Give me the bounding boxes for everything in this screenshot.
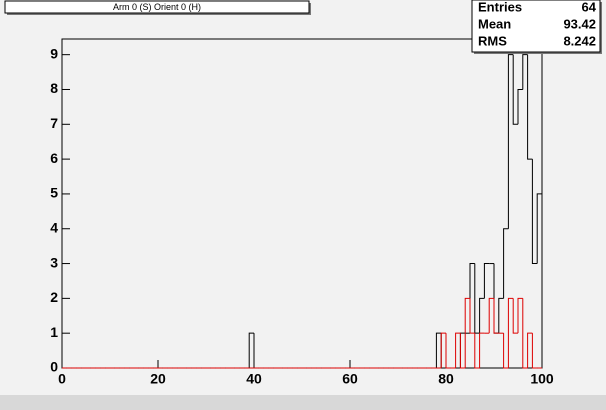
histogram-step [469,263,475,334]
plot-area: 0 1 2 3 4 5 6 7 8 9 0 20 40 60 80 100 [50,38,554,387]
histogram-step [445,333,451,369]
y-tick-label: 9 [50,45,58,61]
y-tick-label: 0 [50,359,58,375]
window-border [0,395,606,410]
stats-label: RMS [478,33,507,48]
y-tick-label: 1 [50,324,58,340]
x-tick-label: 0 [58,371,66,387]
y-tick-label: 5 [50,185,58,201]
histogram-step [493,263,499,334]
histogram-step [507,297,514,368]
stats-value: 8.242 [563,33,596,48]
histogram-step [459,333,466,369]
y-tick-label: 4 [50,219,58,235]
histogram-step [536,193,543,368]
histogram-step [522,54,528,90]
histogram-step [464,297,470,368]
y-tick-label: 7 [50,115,58,131]
histogram-step [253,333,259,369]
histogram-step [469,298,475,334]
y-tick-label: 2 [50,289,58,305]
histogram-step [455,332,461,368]
histogram-step [474,333,480,369]
stats-box: Entries 64 Mean 93.42 RMS 8.242 [471,0,602,54]
histogram-step [503,228,509,299]
histogram-step [440,332,446,368]
chart-title: Arm 0 (S) Orient 0 (H) [113,2,201,12]
histogram-step [531,159,538,265]
histogram-step [493,298,499,334]
histogram-step [479,297,485,334]
x-tick-label: 20 [150,371,166,387]
histogram-step [498,297,504,334]
stats-frame [471,0,601,53]
x-tick-label: 80 [438,371,454,387]
histogram-step [522,298,528,369]
histogram-step [512,54,518,125]
title-box [4,0,310,14]
histogram-step [488,297,494,334]
histogram-step [527,54,533,160]
y-tick-label: 3 [50,254,58,270]
stats-value: 93.42 [563,16,596,31]
histogram-step [527,332,533,368]
histogram-step [435,332,442,368]
histogram-step [483,263,490,299]
histogram-step [531,333,538,369]
stats-label: Entries [478,0,522,14]
x-tick-label: 100 [530,371,554,387]
histogram-step [507,54,514,229]
histogram-step [517,297,523,334]
x-tick-label: 60 [342,371,358,387]
y-tick-label: 8 [50,80,58,96]
histogram-step [479,332,485,368]
histogram-step [517,88,523,125]
x-tick-label: 40 [246,371,262,387]
histogram-step [474,263,480,334]
y-tick-label: 6 [50,150,58,166]
histogram-step [512,298,518,334]
stats-label: Mean [478,16,511,31]
histogram-step [440,333,446,369]
histogram-step [248,332,254,368]
histogram-step [459,332,466,368]
histogram-step [503,333,509,369]
stats-value: 64 [582,0,597,14]
